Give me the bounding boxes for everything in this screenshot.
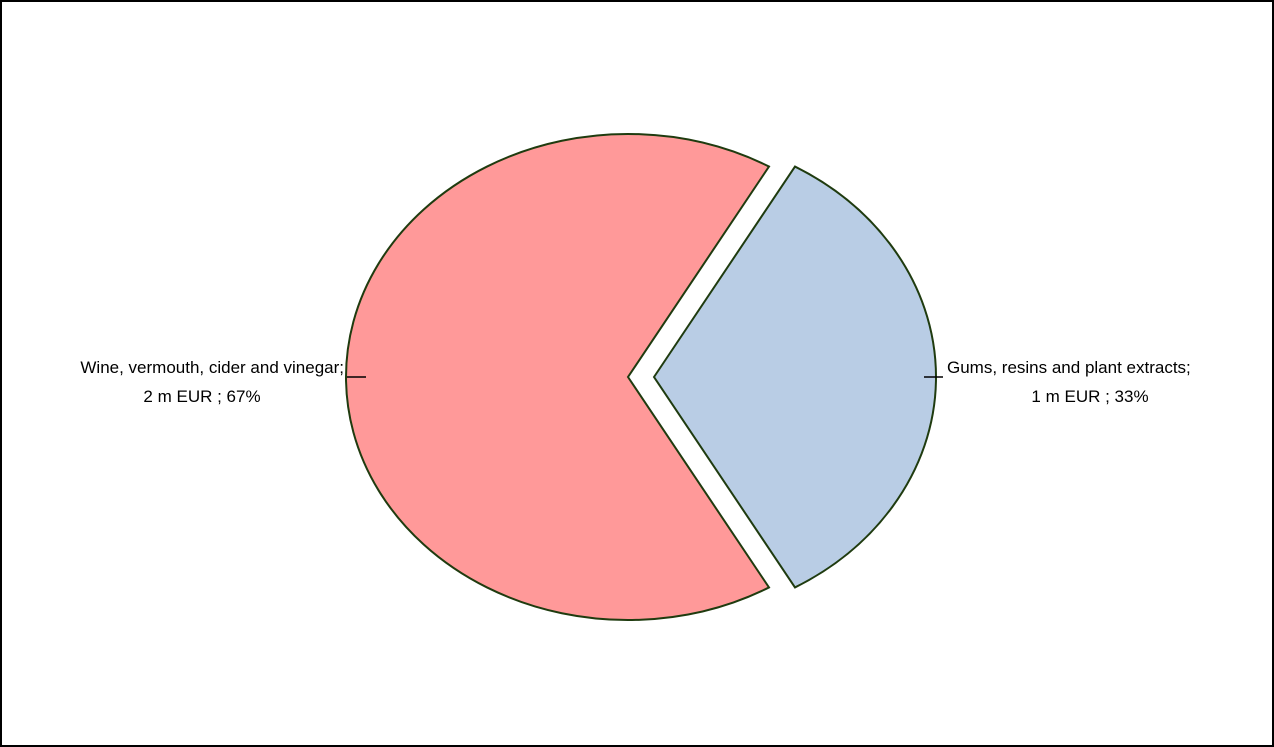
slice-label-1: Gums, resins and plant extracts; <box>947 358 1191 377</box>
slice-label-group-1: Gums, resins and plant extracts; 1 m EUR… <box>924 358 1191 406</box>
pie-slices <box>345 133 937 621</box>
pie-slice-0 <box>345 133 771 621</box>
slice-value-label-1: 1 m EUR ; 33% <box>1031 387 1148 406</box>
slice-label-group-0: Wine, vermouth, cider and vinegar; 2 m E… <box>80 358 366 406</box>
slice-value-label-0: 2 m EUR ; 67% <box>143 387 260 406</box>
slice-label-0: Wine, vermouth, cider and vinegar; <box>80 358 344 377</box>
